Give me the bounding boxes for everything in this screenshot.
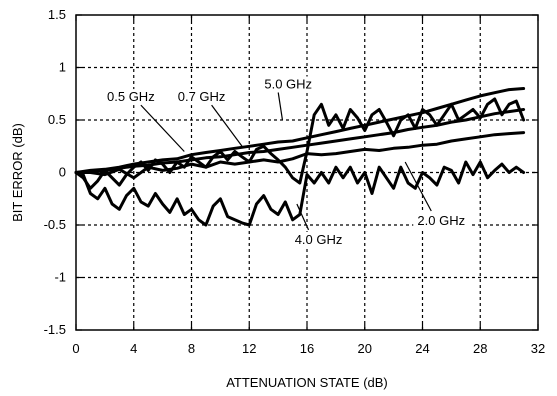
y-tick-label: -0.5 [44, 217, 66, 232]
ticks: 0 4 8 12 16 20 24 28 32 -1.5 -1 -0.5 0 0.5 1 1.5 [44, 7, 546, 356]
annotation-leader-0-7-ghz [211, 104, 243, 147]
y-tick-label: 1 [59, 60, 66, 75]
annotation-label-0-7-ghz: 0.7 GHz [178, 89, 226, 104]
x-tick-label: 24 [415, 341, 429, 356]
annotation-backdrop-0-7-ghz [173, 89, 230, 106]
y-tick-label: 0 [59, 165, 66, 180]
x-tick-label: 28 [473, 341, 487, 356]
y-tick-label: -1.5 [44, 322, 66, 337]
annotation-backdrop-0-5-ghz [102, 89, 159, 106]
annotation-leader-0-5-ghz [140, 104, 185, 152]
annotation-leader-2-0-ghz [404, 161, 432, 212]
annotation-label-5-0-ghz: 5.0 GHz [264, 77, 312, 92]
series-line-2-0-ghz [74, 131, 526, 180]
x-axis-title: ATTENUATION STATE (dB) [226, 375, 388, 390]
x-tick-label: 20 [358, 341, 372, 356]
series-line-4-0-ghz [74, 160, 526, 227]
annotation-label-2-0-ghz: 2.0 GHz [417, 213, 465, 228]
annotation-layer: 0.5 GHz 0.7 GHz 5.0 GHz 2.0 GHz 4.0 GHz [102, 76, 470, 248]
annotation-label-4-0-ghz: 4.0 GHz [295, 232, 343, 247]
series-layer [74, 87, 526, 227]
x-tick-label: 12 [242, 341, 256, 356]
x-tick-label: 8 [188, 341, 195, 356]
series-line-0-5-ghz [74, 87, 526, 174]
x-tick-label: 0 [72, 341, 79, 356]
y-tick-label: -1 [54, 270, 66, 285]
x-tick-label: 16 [300, 341, 314, 356]
annotation-backdrop-2-0-ghz [413, 213, 470, 229]
annotation-backdrop-5-0-ghz [260, 76, 317, 93]
y-tick-label: 0.5 [48, 112, 66, 127]
y-axis-title: BIT ERROR (dB) [10, 123, 25, 222]
annotation-leader-4-0-ghz [296, 203, 310, 231]
annotation-backdrop-4-0-ghz [290, 231, 347, 248]
annotation-leader-5-0-ghz [277, 92, 284, 121]
x-tick-label: 4 [130, 341, 137, 356]
annotation-label-0-5-ghz: 0.5 GHz [107, 89, 155, 104]
x-tick-label: 32 [531, 341, 545, 356]
y-tick-label: 1.5 [48, 7, 66, 22]
